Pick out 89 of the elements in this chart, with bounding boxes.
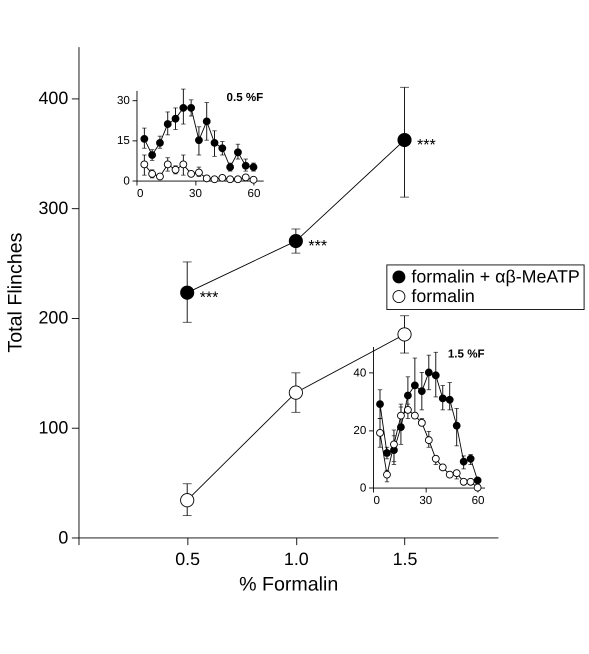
- point: [466, 454, 475, 463]
- chart-title: 1.5 %F: [448, 347, 485, 360]
- point: [383, 449, 391, 457]
- point: [460, 478, 468, 486]
- point: [202, 117, 211, 126]
- point: [376, 400, 384, 408]
- x-tick-label: 0: [373, 494, 380, 508]
- annotation: ***: [417, 136, 436, 154]
- point: [187, 104, 196, 112]
- legend-label: formalin + αβ-MeATP: [411, 266, 580, 286]
- point: [148, 151, 156, 159]
- point: [226, 175, 234, 184]
- y-tick-label: 0: [123, 174, 130, 188]
- annotation: ***: [308, 236, 328, 255]
- point: [438, 394, 447, 402]
- point: [179, 104, 188, 112]
- point: [446, 470, 454, 479]
- y-tick-label: 15: [116, 134, 130, 148]
- point: [424, 436, 433, 444]
- point: [390, 440, 398, 448]
- point: [180, 493, 194, 508]
- point: [218, 174, 226, 182]
- point: [432, 371, 440, 380]
- point: [210, 139, 218, 147]
- point: [210, 175, 218, 184]
- point: [288, 386, 303, 400]
- x-tick-label: 1.5: [392, 548, 418, 569]
- point: [140, 160, 148, 168]
- point: [226, 163, 234, 172]
- point: [242, 162, 250, 170]
- y-tick-label: 40: [353, 366, 366, 380]
- y-tick-label: 0: [360, 482, 366, 495]
- point: [234, 148, 242, 156]
- point: [242, 173, 250, 182]
- point: [180, 286, 194, 300]
- point: [187, 170, 196, 178]
- point: [404, 392, 412, 400]
- point: [202, 174, 211, 182]
- point: [164, 160, 172, 168]
- point: [164, 120, 172, 128]
- point: [424, 368, 433, 376]
- point: [156, 139, 164, 147]
- point: [452, 422, 461, 430]
- point: [418, 418, 426, 427]
- x-tick-label: 30: [189, 187, 202, 200]
- point: [195, 136, 203, 144]
- x-tick-label: 1.0: [284, 548, 309, 569]
- point: [452, 469, 461, 478]
- x-tick-label: 60: [472, 494, 485, 508]
- x-tick-label: 0: [136, 187, 144, 200]
- point: [418, 387, 426, 396]
- y-tick-label: 100: [38, 418, 68, 438]
- point: [195, 168, 203, 176]
- point: [397, 327, 412, 342]
- point: [156, 172, 164, 180]
- point: [234, 175, 242, 184]
- point: [383, 470, 391, 479]
- point: [404, 406, 412, 414]
- point: [466, 478, 475, 486]
- point: [410, 412, 419, 420]
- point: [397, 412, 405, 420]
- point: [376, 428, 384, 437]
- point: [179, 160, 188, 168]
- point: [172, 114, 180, 123]
- legend-label: formalin: [411, 286, 475, 306]
- x-tick-label: 60: [248, 187, 260, 200]
- point: [432, 454, 440, 463]
- y-tick-label: 0: [58, 527, 68, 548]
- x-tick-label: 30: [419, 494, 432, 508]
- y-tick-label: 20: [353, 424, 366, 438]
- point: [397, 132, 412, 148]
- point: [410, 382, 419, 390]
- chart-title: 0.5 %F: [226, 91, 264, 104]
- point: [460, 458, 468, 466]
- x-axis-title: % Formalin: [239, 574, 338, 596]
- y-tick-label: 300: [38, 198, 68, 218]
- point: [218, 144, 226, 152]
- y-tick-label: 400: [38, 88, 68, 108]
- y-axis-title: Total Flinches: [4, 232, 27, 353]
- point: [446, 396, 454, 404]
- point: [474, 476, 482, 484]
- x-tick-label: 0.5: [175, 548, 200, 569]
- point: [288, 234, 303, 248]
- point: [148, 170, 156, 178]
- annotation: ***: [200, 288, 218, 306]
- y-tick-label: 200: [38, 308, 68, 328]
- point: [438, 464, 447, 472]
- y-tick-label: 30: [116, 94, 130, 107]
- point: [140, 134, 148, 143]
